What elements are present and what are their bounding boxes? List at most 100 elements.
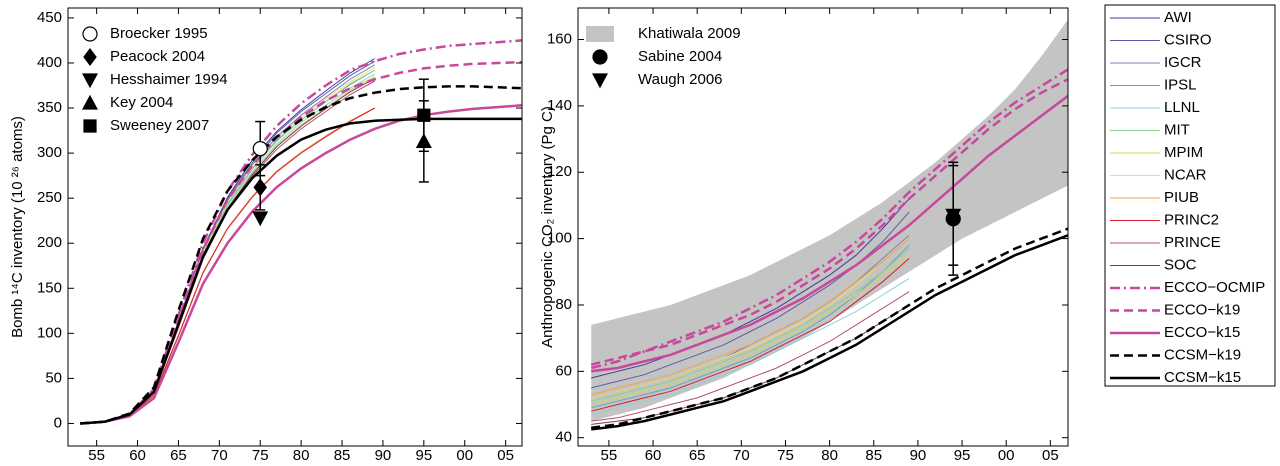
- y-axis-label: Anthropogenic CO₂ inventory (Pg C): [539, 106, 556, 348]
- series-line: [591, 291, 910, 422]
- y-tick-label: 160: [547, 30, 572, 47]
- legend-label: IGCR: [1164, 54, 1202, 71]
- legend-label: Hesshaimer 1994: [110, 71, 228, 88]
- series-line: [591, 238, 910, 396]
- observation-point: [945, 208, 962, 224]
- axes-box: [67, 7, 523, 447]
- series-line: [591, 258, 910, 412]
- series-line: [80, 85, 522, 425]
- y-tick-label: 0: [54, 414, 62, 431]
- y-tick-label: 60: [555, 362, 572, 379]
- y-tick-label: 150: [37, 279, 62, 296]
- series-line: [80, 104, 522, 425]
- legend-label: CCSM−k19: [1164, 346, 1241, 363]
- legend-label: SOC: [1164, 256, 1197, 273]
- series-line: [591, 198, 910, 379]
- y-tick-label: 250: [37, 189, 62, 206]
- x-tick-label: 80: [293, 447, 310, 464]
- series-line: [591, 238, 910, 399]
- plot-area: [590, 19, 1068, 431]
- y-tick-label: 100: [37, 324, 62, 341]
- legend-label: PRINCE: [1164, 234, 1221, 251]
- legend-label: Khatiwala 2009: [638, 25, 741, 42]
- observation-point: [417, 108, 431, 122]
- legend-label: Peacock 2004: [110, 48, 205, 65]
- y-tick-label: 450: [37, 9, 62, 26]
- legend-label: PIUB: [1164, 189, 1199, 206]
- y-tick-label: 40: [555, 429, 572, 446]
- y-axis-label: Bomb ¹⁴C inventory (10 ²⁶ atoms): [9, 116, 26, 338]
- legend-label: ECCO−k19: [1164, 301, 1240, 318]
- legend-label: ECCO−k15: [1164, 324, 1240, 341]
- x-tick-label: 75: [252, 447, 269, 464]
- x-tick-label: 85: [865, 447, 882, 464]
- x-tick-label: 85: [334, 447, 351, 464]
- legend-label: ECCO−OCMIP: [1164, 279, 1265, 296]
- uncertainty-band: [591, 19, 1068, 422]
- x-tick-label: 95: [415, 447, 432, 464]
- x-tick-label: 05: [497, 447, 514, 464]
- observation-point: [252, 140, 268, 157]
- series-line: [80, 107, 376, 424]
- x-tick-label: 70: [733, 447, 750, 464]
- x-tick-label: 75: [777, 447, 794, 464]
- series-line: [590, 68, 1068, 370]
- x-tick-label: 70: [211, 447, 228, 464]
- series-line: [591, 94, 1068, 373]
- x-tick-label: 90: [375, 447, 392, 464]
- x-tick-label: 00: [456, 447, 473, 464]
- legend-label: LLNL: [1164, 99, 1200, 116]
- legend-marker: [591, 73, 609, 89]
- legend-label: MPIM: [1164, 144, 1203, 161]
- x-tick-label: 90: [910, 447, 927, 464]
- series-line: [80, 58, 376, 424]
- x-tick-label: 55: [88, 447, 105, 464]
- observation-point: [253, 178, 267, 197]
- legend-label: Key 2004: [110, 94, 173, 111]
- legend-label: NCAR: [1164, 166, 1207, 183]
- legend-label: Sweeney 2007: [110, 117, 209, 134]
- x-tick-label: 00: [998, 447, 1015, 464]
- series-line: [591, 227, 1068, 430]
- legend-marker: [81, 73, 99, 89]
- series-line: [590, 78, 1068, 366]
- y-tick-label: 120: [547, 163, 572, 180]
- legend-marker: [592, 49, 608, 65]
- x-tick-label: 55: [601, 447, 618, 464]
- y-tick-label: 350: [37, 99, 62, 116]
- y-tick-label: 300: [37, 144, 62, 161]
- legend-label: Waugh 2006: [638, 71, 723, 88]
- legend-label: Sabine 2004: [638, 48, 722, 65]
- y-tick-label: 80: [555, 296, 572, 313]
- legend-label: IPSL: [1164, 76, 1197, 93]
- x-tick-label: 60: [129, 447, 146, 464]
- x-tick-label: 95: [954, 447, 971, 464]
- plot-area: [80, 39, 522, 425]
- legend-label: PRINC2: [1164, 211, 1219, 228]
- legend-label: CSIRO: [1164, 31, 1212, 48]
- legend-label: AWI: [1164, 9, 1192, 26]
- legend-box: [1104, 4, 1276, 387]
- legend-marker: [81, 94, 99, 110]
- series-line: [80, 107, 376, 424]
- x-tick-label: 05: [1042, 447, 1059, 464]
- legend-marker: [83, 48, 97, 66]
- legend-marker: [82, 26, 98, 42]
- series-line: [591, 234, 1068, 431]
- series-line: [80, 117, 522, 425]
- y-tick-label: 200: [37, 234, 62, 251]
- legend-marker: [83, 119, 97, 133]
- y-tick-label: 50: [45, 369, 62, 386]
- observation-point: [252, 211, 269, 227]
- legend-label: CCSM−k15: [1164, 369, 1241, 386]
- y-tick-label: 100: [547, 230, 572, 247]
- x-tick-label: 60: [645, 447, 662, 464]
- axes-box: [577, 7, 1069, 447]
- series-line: [591, 248, 910, 402]
- x-tick-label: 80: [821, 447, 838, 464]
- y-tick-label: 400: [37, 54, 62, 71]
- legend-label: MIT: [1164, 121, 1190, 138]
- x-tick-label: 65: [170, 447, 187, 464]
